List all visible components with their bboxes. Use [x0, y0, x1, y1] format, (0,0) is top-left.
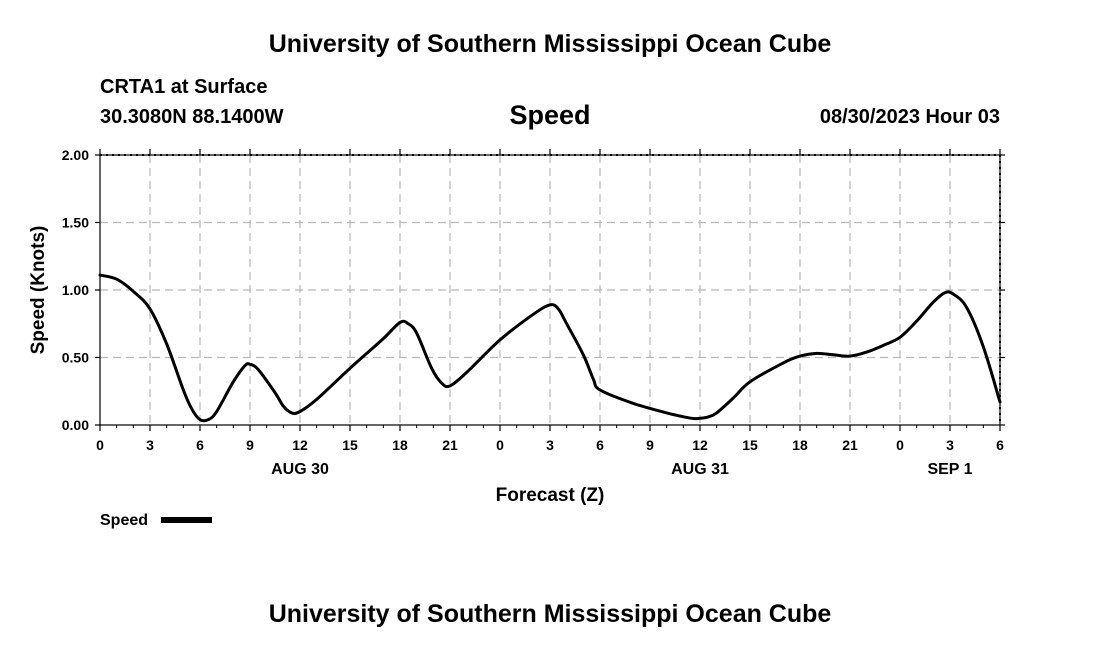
station-coordinates: 30.3080N 88.1400W	[100, 106, 284, 128]
x-tick-label: 15	[742, 437, 758, 453]
x-tick-label: 18	[392, 437, 408, 453]
y-tick-label: 0.50	[62, 350, 89, 366]
x-tick-label: 12	[692, 437, 708, 453]
grid-lines	[100, 155, 1000, 425]
x-tick-label: 3	[546, 437, 554, 453]
x-tick-label: 0	[96, 437, 104, 453]
date-label: SEP 1	[927, 461, 972, 478]
x-tick-labels: 0 3 6 9 12 15 18 21 0 3 6 9 12 15 18 21 0 3 6	[96, 437, 1004, 453]
y-tick-label: 0.00	[62, 417, 89, 433]
chart-main-title: University of Southern Mississippi Ocean…	[268, 30, 832, 58]
chart-title: Speed	[509, 100, 591, 130]
x-tick-label: 6	[196, 437, 204, 453]
x-tick-label: 3	[146, 437, 154, 453]
x-tick-label: 6	[596, 437, 604, 453]
x-tick-label: 21	[442, 437, 458, 453]
y-tick-label: 2.00	[62, 147, 89, 163]
y-tick-label: 1.50	[62, 215, 89, 231]
x-tick-label: 18	[792, 437, 808, 453]
date-label: AUG 30	[271, 461, 329, 478]
x-tick-label: 9	[246, 437, 254, 453]
station-name: CRTA1 at Surface	[100, 76, 268, 98]
x-tick-label: 0	[496, 437, 504, 453]
y-tick-labels: 0.00 0.50 1.00 1.50 2.00	[62, 147, 89, 433]
date-labels: AUG 30 AUG 31 SEP 1	[271, 461, 973, 478]
y-axis-label: Speed (Knots)	[28, 226, 49, 355]
legend: Speed	[100, 512, 212, 529]
axis-ticks	[95, 149, 1005, 431]
y-tick-label: 1.00	[62, 282, 89, 298]
x-axis-label: Forecast (Z)	[496, 485, 605, 506]
x-tick-label: 6	[996, 437, 1004, 453]
x-tick-label: 12	[292, 437, 308, 453]
footer-title: University of Southern Mississippi Ocean…	[268, 600, 832, 628]
legend-label: Speed	[100, 512, 148, 529]
x-tick-label: 9	[646, 437, 654, 453]
date-label: AUG 31	[671, 461, 729, 478]
forecast-run-time: 08/30/2023 Hour 03	[819, 106, 1000, 128]
speed-series-line	[98, 273, 1002, 423]
x-tick-label: 0	[896, 437, 904, 453]
x-tick-label: 3	[946, 437, 954, 453]
x-tick-label: 15	[342, 437, 358, 453]
x-tick-label: 21	[842, 437, 858, 453]
legend-swatch	[161, 517, 212, 523]
